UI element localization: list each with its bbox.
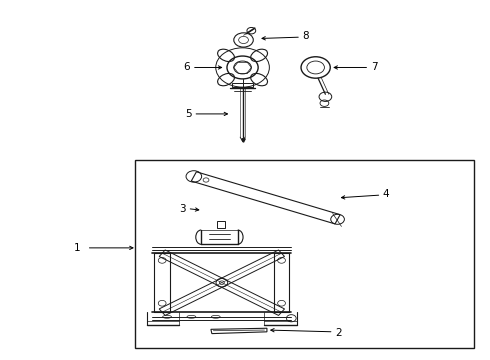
Text: 5: 5 [185,109,192,119]
Text: 2: 2 [335,328,342,338]
Text: 8: 8 [302,31,309,41]
Text: 6: 6 [183,63,190,72]
Text: 4: 4 [383,189,390,199]
Text: 1: 1 [74,243,80,253]
Text: 3: 3 [179,203,186,213]
Text: 7: 7 [371,63,377,72]
